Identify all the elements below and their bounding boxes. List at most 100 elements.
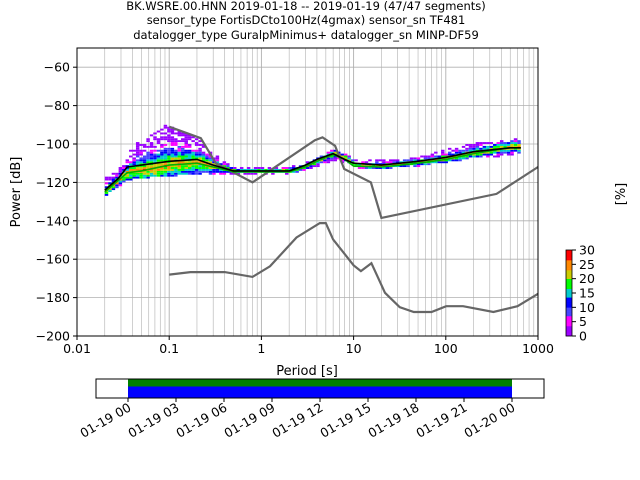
- psd-cell: [142, 157, 147, 160]
- psd-cell: [184, 172, 188, 175]
- psd-cell: [170, 174, 175, 177]
- psd-cell: [194, 149, 199, 152]
- psd-cell: [201, 145, 206, 148]
- psd-cell: [104, 193, 109, 196]
- psd-cell: [170, 136, 175, 139]
- y-tick-label: −160: [36, 252, 70, 267]
- psd-cell: [187, 134, 192, 137]
- psd-cell: [156, 168, 161, 171]
- psd-cell: [208, 172, 213, 175]
- psd-cell: [129, 178, 133, 181]
- colorbar-segment: [566, 281, 572, 284]
- psd-cell: [260, 168, 265, 171]
- psd-cell: [340, 153, 344, 156]
- psd-cell: [333, 155, 338, 158]
- psd-cell: [468, 155, 473, 158]
- psd-cell: [215, 161, 220, 164]
- psd-cell: [170, 155, 175, 158]
- psd-cell: [163, 155, 168, 158]
- psd-cell: [167, 165, 171, 168]
- colorbar-tick-label: 25: [579, 257, 595, 272]
- psd-cell: [444, 161, 448, 164]
- psd-cell: [149, 149, 154, 152]
- psd-cell: [184, 140, 188, 143]
- time-tick-label: 01-19 12: [269, 400, 325, 441]
- y-tick-label: −140: [36, 213, 70, 228]
- psd-cell: [326, 161, 331, 164]
- psd-cell: [135, 149, 140, 152]
- psd-cell: [468, 145, 473, 148]
- time-tick-label: 01-19 06: [173, 400, 229, 441]
- psd-cell: [181, 147, 185, 150]
- psd-cell: [153, 132, 157, 135]
- psd-cell: [156, 174, 161, 177]
- psd-cell: [153, 174, 157, 177]
- y-tick-label: −120: [36, 175, 70, 190]
- psd-cell: [177, 132, 182, 135]
- psd-cell: [430, 153, 435, 156]
- colorbar-segment: [566, 324, 572, 327]
- psd-cell: [146, 167, 150, 169]
- x-tick-label: 1000: [522, 341, 554, 356]
- psd-cell: [260, 167, 265, 169]
- psd-cell: [305, 161, 310, 164]
- psd-cell: [316, 163, 320, 166]
- psd-cell: [447, 147, 452, 150]
- psd-cell: [146, 157, 150, 160]
- psd-cell: [503, 144, 507, 146]
- colorbar-tick-label: 0: [579, 329, 587, 344]
- psd-cell: [184, 168, 188, 171]
- psd-cell: [167, 170, 171, 173]
- psd-cell: [499, 151, 504, 154]
- psd-cell: [129, 176, 133, 179]
- psd-cell: [160, 132, 164, 135]
- psd-cell: [506, 145, 511, 148]
- psd-cell: [385, 167, 390, 169]
- psd-cell: [423, 155, 428, 158]
- psd-cell: [482, 145, 487, 148]
- psd-cell: [326, 159, 331, 162]
- psd-cell: [194, 153, 199, 156]
- psd-cell: [125, 168, 130, 171]
- psd-cell: [486, 147, 490, 150]
- psd-cell: [139, 163, 143, 166]
- psd-cell: [170, 144, 175, 146]
- psd-cell: [208, 161, 213, 164]
- psd-cell: [506, 142, 511, 144]
- psd-cell: [375, 167, 379, 169]
- psd-cell: [149, 174, 154, 177]
- psd-cell: [129, 163, 133, 166]
- time-tick-label: 01-19 03: [125, 400, 181, 441]
- psd-cell: [163, 132, 168, 135]
- psd-cell: [191, 155, 195, 158]
- psd-cell: [347, 159, 351, 162]
- psd-cell: [198, 168, 202, 171]
- colorbar-segment: [566, 320, 572, 322]
- psd-cell: [149, 144, 154, 146]
- psd-cell: [219, 170, 223, 173]
- psd-cell: [364, 161, 369, 164]
- psd-cell: [226, 170, 230, 173]
- psd-cell: [513, 138, 518, 141]
- psd-cell: [139, 157, 143, 160]
- psd-cell: [160, 157, 164, 160]
- psd-cell: [482, 147, 487, 150]
- psd-cell: [194, 168, 199, 171]
- psd-cell: [517, 149, 521, 152]
- colorbar-segment: [566, 268, 572, 271]
- psd-cell: [177, 161, 182, 164]
- psd-cell: [167, 153, 171, 156]
- psd-cell: [135, 176, 140, 179]
- psd-cell: [510, 151, 514, 154]
- psd-cell: [472, 155, 476, 158]
- psd-cell: [146, 176, 150, 179]
- psd-cell: [330, 157, 334, 160]
- psd-cell: [330, 159, 334, 162]
- psd-cell: [177, 147, 182, 150]
- psd-cell: [170, 157, 175, 160]
- psd-cell: [233, 167, 237, 169]
- psd-cell: [160, 174, 164, 177]
- psd-cell: [160, 168, 164, 171]
- psd-cell: [187, 155, 192, 158]
